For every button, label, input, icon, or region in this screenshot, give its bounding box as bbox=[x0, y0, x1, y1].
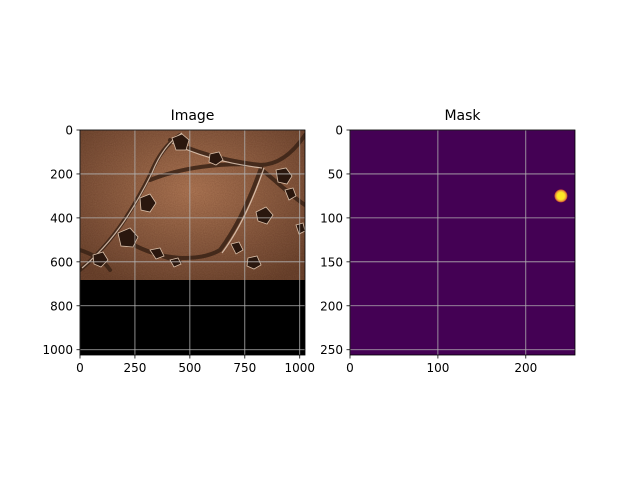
mask-background bbox=[350, 130, 575, 355]
mask-ytick-label: 100 bbox=[320, 211, 343, 225]
image-xtick-label: 0 bbox=[76, 361, 84, 375]
image-panel: Image bbox=[42, 108, 315, 375]
mask-blob bbox=[554, 189, 568, 203]
mask-xtick-label: 100 bbox=[426, 361, 449, 375]
micrograph bbox=[80, 130, 305, 280]
mask-ytick-label: 50 bbox=[328, 167, 343, 181]
image-ytick-label: 600 bbox=[50, 255, 73, 269]
mask-xtick-label: 200 bbox=[514, 361, 537, 375]
mask-panel-title: Mask bbox=[444, 108, 481, 124]
mask-ytick-label: 250 bbox=[320, 343, 343, 357]
mask-ytick-label: 200 bbox=[320, 299, 343, 313]
image-ytick-label: 400 bbox=[50, 211, 73, 225]
image-xtick-label: 500 bbox=[178, 361, 201, 375]
mask-panel: Mask 0 100 200 0 50 100 150 200 250 bbox=[320, 108, 576, 376]
mask-xtick-label: 0 bbox=[346, 361, 354, 375]
mask-ytick-label: 0 bbox=[335, 124, 343, 138]
mask-blobs bbox=[554, 189, 568, 203]
mask-ticks: 0 100 200 0 50 100 150 200 250 bbox=[320, 124, 537, 376]
image-xtick-label: 750 bbox=[233, 361, 256, 375]
mask-axes-frame bbox=[349, 129, 576, 356]
image-xtick-label: 250 bbox=[123, 361, 146, 375]
image-panel-title: Image bbox=[171, 108, 215, 124]
image-xtick-label: 1000 bbox=[284, 361, 315, 375]
image-ytick-label: 1000 bbox=[42, 343, 73, 357]
padding-region bbox=[80, 280, 305, 355]
image-axes-frame bbox=[79, 129, 306, 356]
image-ytick-label: 800 bbox=[50, 299, 73, 313]
image-ytick-label: 0 bbox=[65, 124, 73, 138]
image-ytick-label: 200 bbox=[50, 167, 73, 181]
mask-ytick-label: 150 bbox=[320, 255, 343, 269]
